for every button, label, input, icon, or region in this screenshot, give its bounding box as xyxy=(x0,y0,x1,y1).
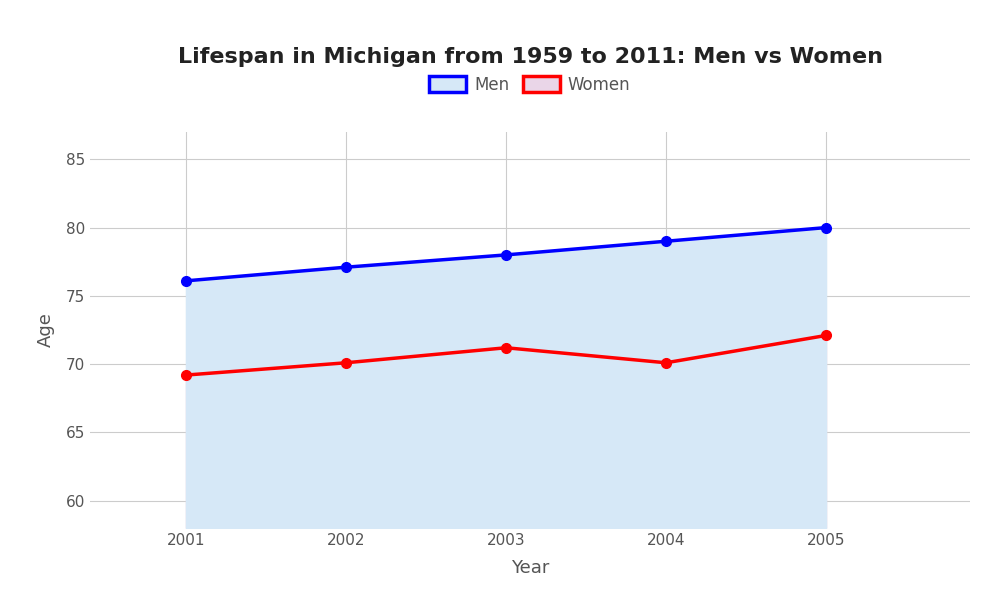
X-axis label: Year: Year xyxy=(511,559,549,577)
Y-axis label: Age: Age xyxy=(37,313,55,347)
Title: Lifespan in Michigan from 1959 to 2011: Men vs Women: Lifespan in Michigan from 1959 to 2011: … xyxy=(178,47,883,67)
Legend: Men, Women: Men, Women xyxy=(423,69,637,100)
